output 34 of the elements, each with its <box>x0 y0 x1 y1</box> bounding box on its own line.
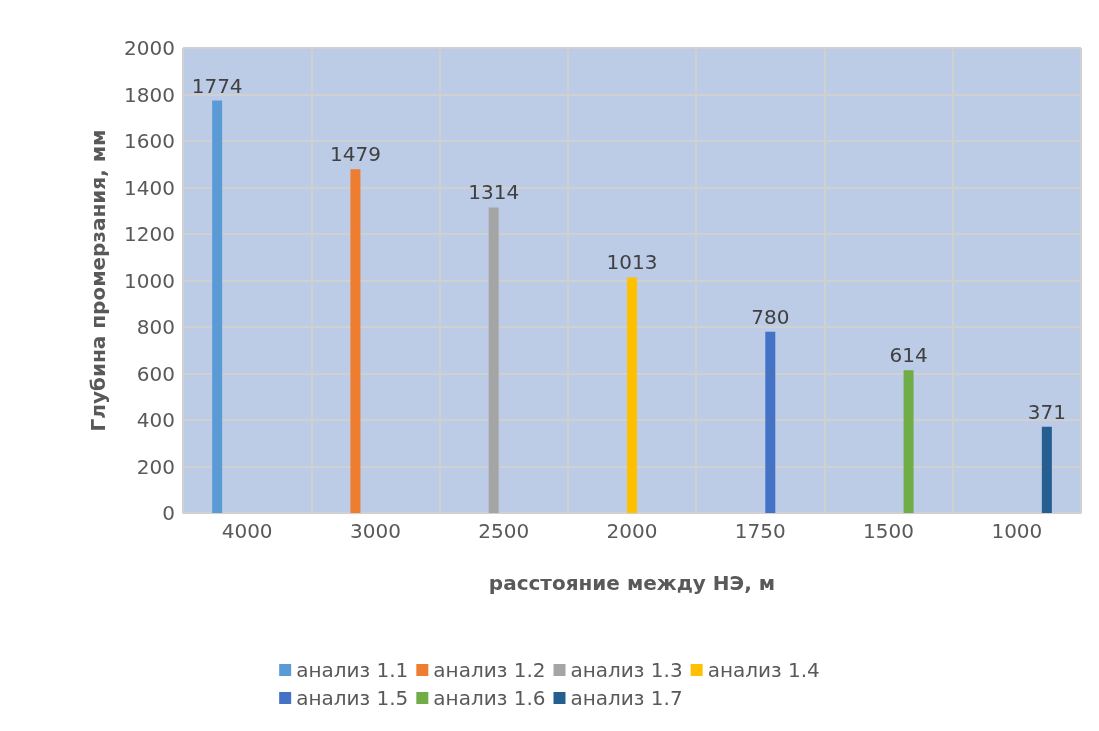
y-tick-label: 1800 <box>124 82 175 107</box>
x-tick-label: 4000 <box>221 519 273 543</box>
data-label: 1479 <box>329 142 381 167</box>
data-label: 614 <box>889 343 928 368</box>
legend-label: анализ 1.1 <box>296 658 409 682</box>
y-tick-label: 1200 <box>124 222 175 246</box>
data-label: 780 <box>751 304 790 329</box>
legend-label: анализ 1.6 <box>433 686 546 710</box>
data-label: 1314 <box>468 180 520 205</box>
y-tick-label: 800 <box>136 315 175 339</box>
legend-label: анализ 1.2 <box>433 658 546 682</box>
data-label: 371 <box>1027 399 1066 424</box>
x-axis-title: расстояние между НЭ, м <box>488 571 776 595</box>
y-tick-label: 600 <box>136 361 175 386</box>
y-tick-label: 200 <box>136 454 175 479</box>
x-tick-label: 3000 <box>349 519 401 543</box>
x-tick-label: 1500 <box>863 519 915 543</box>
y-tick-label: 1000 <box>124 268 175 293</box>
x-tick-label: 1000 <box>991 519 1043 543</box>
legend-label: анализ 1.5 <box>296 686 409 710</box>
y-tick-label: 2000 <box>124 36 175 60</box>
data-label: 1774 <box>191 73 243 98</box>
x-tick-label: 2500 <box>478 519 530 543</box>
x-tick-label: 2000 <box>606 519 658 543</box>
x-tick-label: 1750 <box>734 519 786 543</box>
y-axis-title: Глубина промерзания, мм <box>86 129 110 432</box>
legend-label: анализ 1.3 <box>570 658 683 682</box>
data-label: 1013 <box>606 250 658 275</box>
legend-label: анализ 1.7 <box>570 686 683 710</box>
y-tick-label: 400 <box>136 408 175 432</box>
y-tick-label: 1400 <box>124 175 175 200</box>
legend-label: анализ 1.4 <box>707 658 820 682</box>
y-tick-label: 0 <box>162 501 175 525</box>
y-tick-label: 1600 <box>124 129 175 153</box>
